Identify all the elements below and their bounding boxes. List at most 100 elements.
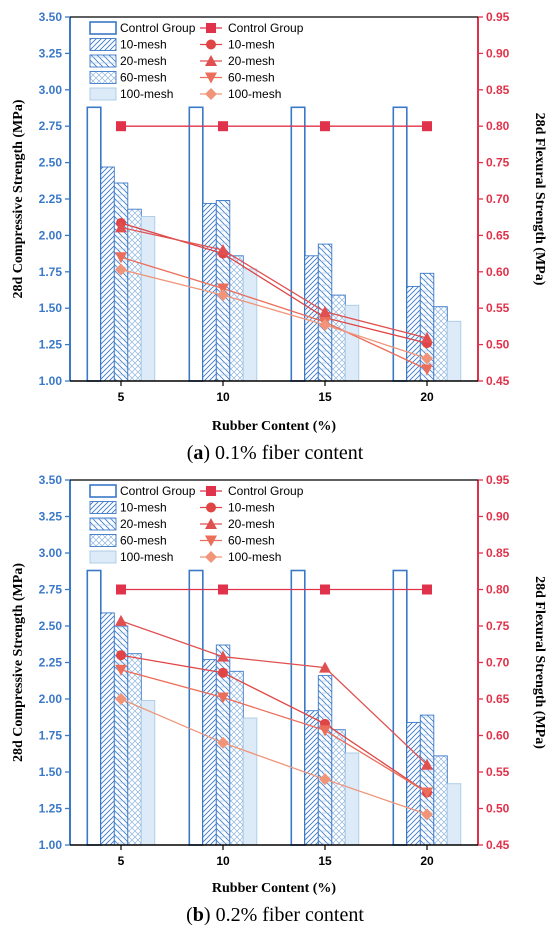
right-tick-label: 0.80 [486,119,510,133]
right-tick-label: 0.60 [486,729,510,743]
line-100-mesh [120,268,428,360]
bar-10-mesh-15 [304,255,319,382]
legend-line-label: 100-mesh [228,550,281,564]
right-tick-label: 0.85 [486,546,510,560]
point-100-mesh-10 [217,289,229,302]
bar-10-mesh-5 [100,612,115,846]
point-control-group-15 [320,121,330,132]
point-20-mesh-5 [115,221,127,233]
left-tick-label: 2.50 [39,619,63,633]
bar-20-mesh-5 [113,182,129,382]
line-100-mesh [120,698,428,815]
legend-bar-label: 20-mesh [120,54,167,68]
bar-20-mesh-15 [317,675,333,846]
bar-60-mesh-10 [229,255,244,382]
point-60-mesh-20 [421,787,433,799]
left-tick-label: 3.25 [39,46,63,60]
bar-100-mesh-15 [344,752,360,846]
left-tick-label: 3.50 [39,473,63,487]
y-right-axis-title: 28d Flexural Strength (MPa) [532,113,547,286]
point-control-group-10 [218,584,228,595]
left-tick-label: 2.25 [39,656,63,670]
bar-100-mesh-5 [140,700,156,846]
caption-a-text: 0.1% fiber content [215,442,364,464]
x-tick-label: 5 [118,854,125,868]
y-left-axis-title: 28d Compressive Strength (MPa) [11,563,26,762]
legend-bar-swatch [89,54,117,68]
x-tick-label: 15 [318,390,332,404]
legend-bar-label: 10-mesh [120,38,167,52]
left-tick-label: 1.50 [39,765,63,779]
right-tick-label: 0.75 [486,619,510,633]
bar-60-mesh-20 [433,755,448,846]
bar-60-mesh-15 [331,294,346,382]
left-tick-label: 3.50 [39,10,63,24]
panel-a: 1.00 1.25 1.50 1.75 2.00 2.25 2.50 2.75 3.00 3.25… [11,10,547,434]
point-control-group-5 [116,121,126,132]
point-100-mesh-5 [115,693,127,705]
right-tick-label: 0.55 [486,301,510,315]
point-20-mesh-15 [319,661,331,673]
right-tick-label: 0.90 [486,510,510,524]
bar-100-mesh-5 [140,216,156,382]
right-tick-label: 0.75 [486,156,510,170]
left-tick-label: 2.50 [39,156,63,170]
bar-10-mesh-5 [100,166,115,382]
bar-60-mesh-5 [127,653,142,846]
left-tick-label: 2.00 [39,692,63,706]
left-tick-label: 1.25 [39,338,63,352]
bar-10-mesh-15 [304,710,319,846]
legend-bar-swatch [89,21,117,35]
bar-60-mesh-10 [229,670,244,846]
bar-10-mesh-10 [202,659,217,846]
x-axis-title: Rubber Content (%) [212,881,337,896]
right-tick-label: 0.70 [486,656,510,670]
line-20-mesh [120,620,428,766]
point-100-mesh-15 [319,318,331,331]
point-20-mesh-5 [115,614,127,626]
point-control-group-15 [320,584,330,595]
line-20-mesh [120,226,428,339]
legend-bar-label: Control Group [120,484,196,498]
bar-20-mesh-20 [419,714,435,846]
point-20-mesh-15 [319,305,331,317]
right-tick-label: 0.65 [486,228,510,242]
legend-line-label: 100-mesh [228,87,281,101]
legend-line-marker [205,55,217,66]
legend-bar-swatch [89,534,117,547]
bar-100-mesh-20 [446,783,462,846]
x-tick-label: 10 [216,854,230,868]
point-100-mesh-5 [115,263,127,276]
bar-100-mesh-20 [446,320,462,382]
bar-100-mesh-10 [242,268,258,382]
legend-bar-label: 100-mesh [120,550,173,564]
point-100-mesh-10 [217,736,229,749]
legend-line-label: 60-mesh [228,71,275,85]
left-tick-label: 1.00 [39,374,63,388]
point-20-mesh-10 [217,650,229,662]
point-100-mesh-20 [421,352,433,365]
legend-line-marker [205,551,217,563]
bar-100-mesh-15 [344,304,360,382]
legend-line-marker [206,23,216,33]
point-control-group-5 [116,584,126,595]
right-tick-label: 0.90 [486,46,510,60]
line-60-mesh [120,256,428,370]
x-axis-title: Rubber Content (%) [212,419,337,434]
legend-bar-swatch [89,71,117,84]
left-tick-label: 1.75 [39,265,63,279]
caption-a: (a) 0.1% fiber content [186,442,364,464]
point-20-mesh-20 [421,758,433,770]
right-tick-label: 0.55 [486,765,510,779]
x-tick-label: 15 [318,854,332,868]
right-tick-label: 0.95 [486,10,510,24]
right-tick-label: 0.70 [486,192,510,206]
bar-control-group-15 [290,106,306,382]
bar-60-mesh-5 [127,208,142,382]
point-control-group-20 [422,584,432,595]
right-tick-label: 0.80 [486,583,510,597]
legend-bar-swatch [89,87,117,101]
caption-b-text: 0.2% fiber content [215,904,364,926]
right-tick-label: 0.50 [486,802,510,816]
